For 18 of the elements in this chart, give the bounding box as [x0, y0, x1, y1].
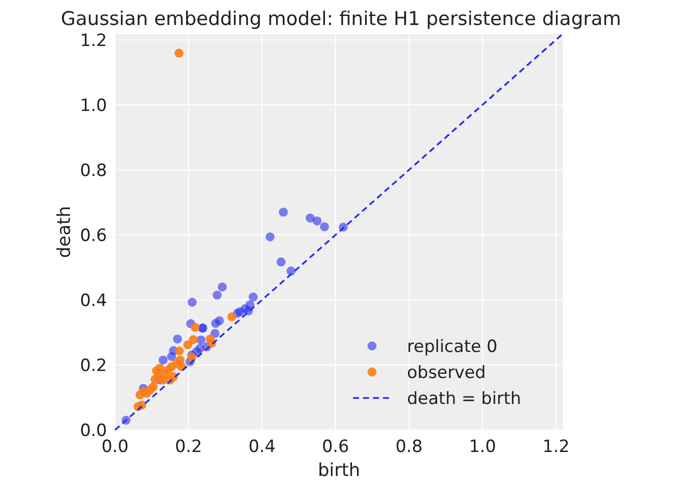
y-tick-label: 0.4	[80, 290, 107, 311]
y-tick-label: 0.8	[80, 160, 107, 181]
x-tick-label: 0.2	[174, 437, 202, 457]
x-tick-label: 0.8	[395, 437, 423, 457]
y-tick-label: 1.2	[80, 30, 107, 51]
x-tick-label: 0.4	[248, 437, 276, 457]
x-tick-label: 0.6	[322, 437, 350, 457]
legend-label: replicate 0	[407, 337, 498, 357]
y-tick-label: 0.2	[80, 356, 107, 376]
x-tick-label: 1.0	[468, 437, 496, 457]
y-axis-title: death	[54, 206, 75, 258]
chart-title: Gaussian embedding model: finite H1 persistence diagram	[60, 8, 622, 30]
x-axis-title: birth	[318, 460, 360, 481]
y-tick-label: 1.0	[80, 96, 107, 116]
y-tick-label: 0.6	[80, 226, 107, 246]
x-tick-label: 1.2	[542, 437, 570, 457]
legend-label: death = birth	[407, 389, 522, 409]
legend-label: observed	[407, 363, 486, 383]
